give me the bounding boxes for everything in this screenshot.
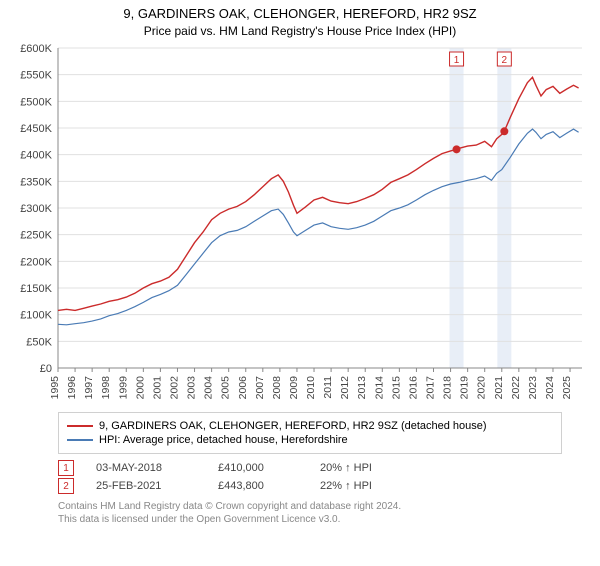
svg-text:2001: 2001 [151,376,163,400]
svg-text:£600K: £600K [20,43,52,55]
legend-box: 9, GARDINERS OAK, CLEHONGER, HEREFORD, H… [58,412,562,454]
sale-date: 25-FEB-2021 [96,480,196,492]
svg-text:1999: 1999 [117,376,129,400]
svg-text:£250K: £250K [20,230,52,242]
chart-subtitle: Price paid vs. HM Land Registry's House … [0,24,600,38]
svg-text:2022: 2022 [510,376,522,400]
legend-item: HPI: Average price, detached house, Here… [67,434,553,446]
svg-text:2008: 2008 [271,376,283,400]
svg-text:2021: 2021 [493,376,505,400]
legend-item: 9, GARDINERS OAK, CLEHONGER, HEREFORD, H… [67,420,553,432]
svg-text:1997: 1997 [83,376,95,400]
svg-text:£350K: £350K [20,176,52,188]
sale-price: £410,000 [218,462,298,474]
sale-row: 1 03-MAY-2018 £410,000 20% ↑ HPI [58,460,562,476]
svg-text:2019: 2019 [459,376,471,400]
svg-text:1: 1 [454,55,460,66]
svg-text:£200K: £200K [20,256,52,268]
svg-text:1995: 1995 [49,376,61,400]
svg-text:£400K: £400K [20,150,52,162]
sale-date: 03-MAY-2018 [96,462,196,474]
svg-text:2000: 2000 [134,376,146,400]
svg-text:2023: 2023 [527,376,539,400]
svg-text:2005: 2005 [220,376,232,400]
svg-text:2006: 2006 [237,376,249,400]
svg-text:£300K: £300K [20,203,52,215]
footer-line2: This data is licensed under the Open Gov… [58,513,562,526]
legend-swatch [67,425,93,427]
svg-text:2020: 2020 [476,376,488,400]
sale-price: £443,800 [218,480,298,492]
sale-marker-box: 2 [58,478,74,494]
svg-text:2024: 2024 [544,376,556,400]
svg-text:2017: 2017 [425,376,437,400]
svg-text:1998: 1998 [100,376,112,400]
svg-text:2: 2 [502,55,508,66]
sale-delta: 22% ↑ HPI [320,480,372,492]
svg-text:£0: £0 [40,363,52,375]
legend-label: HPI: Average price, detached house, Here… [99,434,348,446]
svg-text:2007: 2007 [254,376,266,400]
svg-text:2002: 2002 [168,376,180,400]
footer-line1: Contains HM Land Registry data © Crown c… [58,500,562,513]
chart-title-address: 9, GARDINERS OAK, CLEHONGER, HEREFORD, H… [0,6,600,21]
svg-text:2011: 2011 [322,376,334,399]
svg-text:2025: 2025 [561,376,573,400]
svg-text:2012: 2012 [339,376,351,400]
sales-table: 1 03-MAY-2018 £410,000 20% ↑ HPI 2 25-FEB-202… [58,460,562,494]
svg-text:2010: 2010 [305,376,317,400]
legend-swatch [67,439,93,441]
sale-marker-box: 1 [58,460,74,476]
svg-text:£450K: £450K [20,123,52,135]
svg-text:£50K: £50K [26,336,52,348]
svg-text:1996: 1996 [66,376,78,400]
legend-label: 9, GARDINERS OAK, CLEHONGER, HEREFORD, H… [99,420,487,432]
sale-row: 2 25-FEB-2021 £443,800 22% ↑ HPI [58,478,562,494]
svg-text:£550K: £550K [20,70,52,82]
chart-area: £0 £50K £100K £150K £200K £250K £300K £350K £400… [0,42,600,406]
footer-attribution: Contains HM Land Registry data © Crown c… [58,500,562,526]
svg-text:2013: 2013 [356,376,368,400]
svg-text:2003: 2003 [186,376,198,400]
svg-text:£150K: £150K [20,283,52,295]
svg-text:2014: 2014 [373,376,385,400]
svg-text:2016: 2016 [407,376,419,400]
svg-text:£500K: £500K [20,96,52,108]
svg-text:£100K: £100K [20,310,52,322]
svg-text:2018: 2018 [442,376,454,400]
svg-text:2004: 2004 [203,376,215,400]
sale-delta: 20% ↑ HPI [320,462,372,474]
svg-text:2009: 2009 [288,376,300,400]
svg-text:2015: 2015 [390,376,402,400]
